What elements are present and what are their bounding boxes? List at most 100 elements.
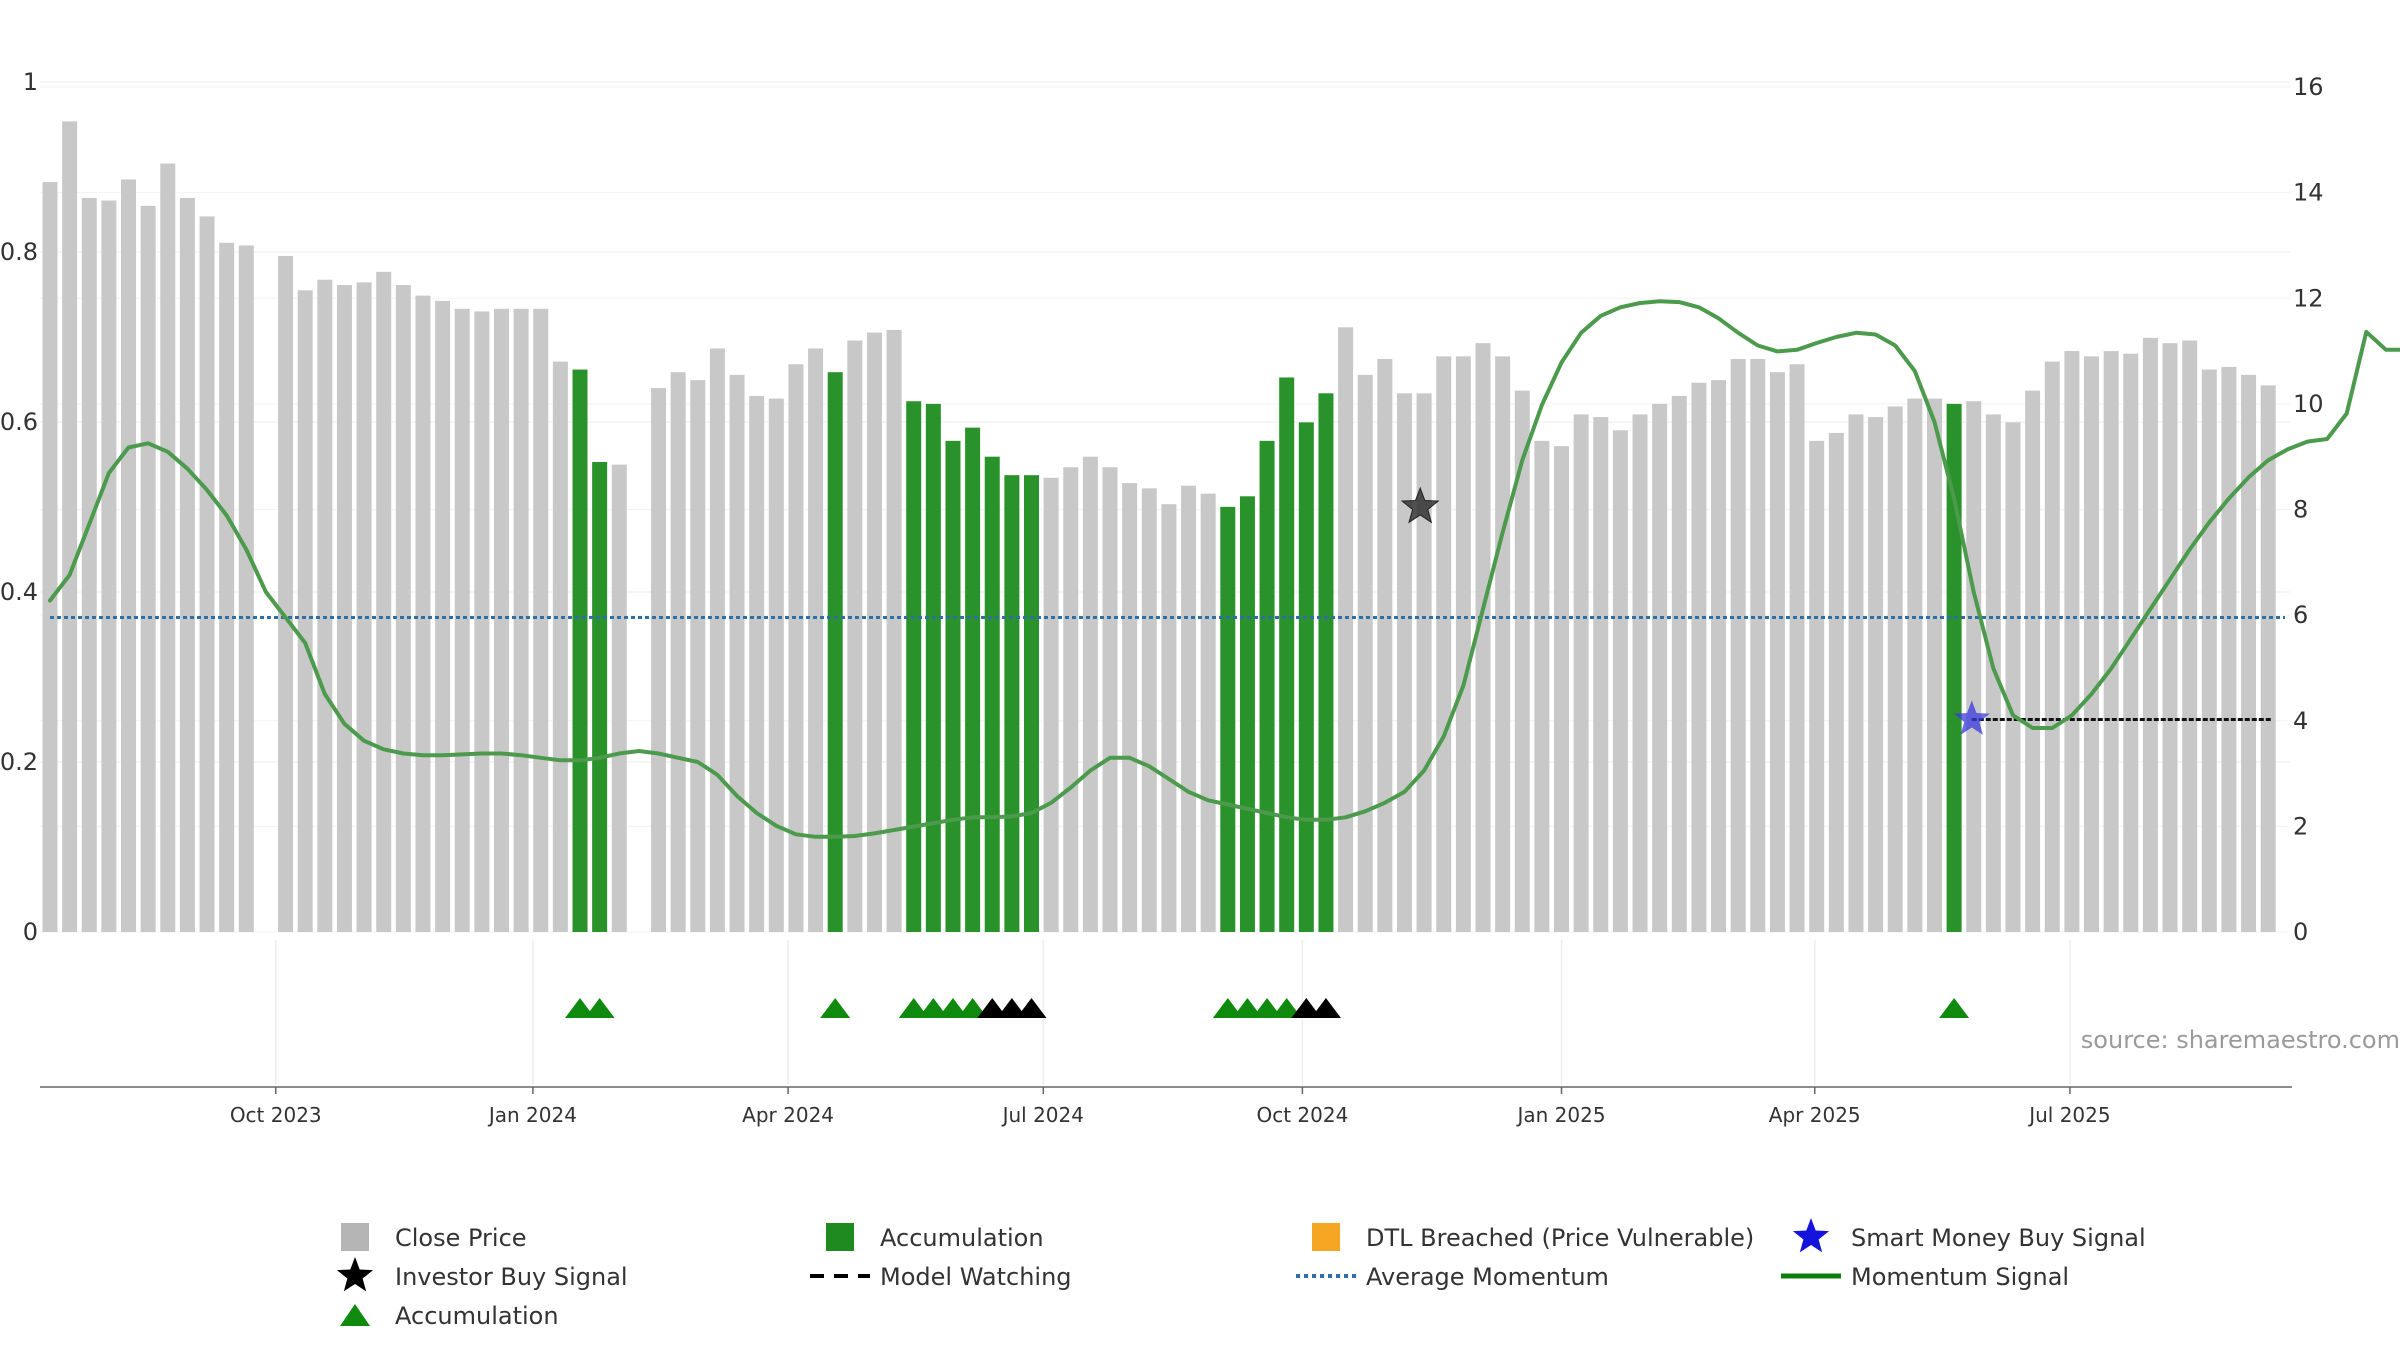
close-price-bar: [160, 163, 176, 932]
close-price-bar: [179, 197, 195, 932]
x-axis: Oct 2023 Jan 2024 Apr 2024 Jul 2024 Oct 2024…: [40, 1086, 2292, 1127]
left-axis-tick: 0: [23, 918, 38, 946]
close-price-bar: [1887, 406, 1903, 932]
close-price-bar: [1652, 403, 1668, 932]
right-axis-tick: 14: [2293, 179, 2324, 207]
close-price-bar: [1043, 477, 1059, 932]
close-price-bar: [670, 372, 686, 932]
close-price-bar: [847, 340, 863, 932]
close-price-bar: [1632, 414, 1648, 932]
close-price-bar: [1848, 414, 1864, 932]
close-price-bar: [749, 395, 765, 932]
close-price-bar: [1181, 485, 1197, 932]
close-price-bar: [1455, 356, 1471, 932]
legend-swatch-investor-star: [336, 1257, 374, 1292]
close-price-bar: [140, 205, 156, 932]
investor-buy-triangle: [977, 998, 1008, 1018]
source-label: source: sharemaestro.com: [2081, 1026, 2400, 1054]
accumulation-bar: [906, 401, 922, 932]
x-axis-tick-label: Jul 2025: [2027, 1103, 2110, 1127]
accumulation-bar: [1279, 377, 1295, 932]
close-price-bar: [2103, 351, 2119, 932]
accumulation-triangle: [1271, 998, 1302, 1018]
close-price-bar: [101, 200, 117, 932]
close-price-bar: [199, 216, 215, 932]
right-axis-tick: 0: [2293, 918, 2308, 946]
accumulation-bar: [1318, 393, 1334, 932]
accumulation-bar: [572, 369, 588, 932]
close-price-bar: [493, 308, 509, 932]
accumulation-bar: [1259, 440, 1275, 932]
investor-buy-triangle: [1291, 998, 1322, 1018]
close-price-bar: [1573, 414, 1589, 932]
close-price-bar: [1063, 467, 1079, 932]
close-price-bar: [513, 308, 529, 932]
close-price-bar: [2241, 374, 2257, 932]
close-price-bar: [2260, 385, 2276, 932]
close-price-bar: [1416, 393, 1432, 932]
close-price-bar: [651, 388, 667, 932]
accumulation-bar: [1004, 475, 1020, 932]
close-price-bar: [1161, 504, 1177, 932]
right-axis-tick: 16: [2293, 73, 2324, 101]
x-axis-tick-label: Oct 2023: [230, 1103, 322, 1127]
close-price-bar: [709, 348, 725, 932]
right-axis-tick: 12: [2293, 284, 2324, 312]
close-price-bar: [2162, 343, 2178, 932]
legend-swatch-accumulation: [826, 1223, 854, 1251]
accumulation-bar: [1298, 422, 1314, 932]
close-price-bar: [2084, 356, 2100, 932]
close-price-bar: [395, 285, 411, 932]
close-price-bar: [336, 285, 352, 932]
accumulation-bar: [1239, 496, 1255, 932]
accumulation-bar: [965, 427, 981, 932]
left-axis-tick: 0.6: [0, 408, 38, 436]
close-price-bar: [1554, 446, 1570, 932]
accumulation-bar: [1220, 506, 1236, 932]
close-price-bar: [1730, 358, 1746, 932]
accumulation-triangle: [1232, 998, 1263, 1018]
right-axis-tick: 4: [2293, 707, 2308, 735]
legend-label: Close Price: [395, 1224, 527, 1252]
close-price-bar: [1338, 327, 1354, 932]
right-axis-tick: 10: [2293, 390, 2324, 418]
close-price-bar: [611, 464, 627, 932]
close-price-bar: [1711, 380, 1727, 932]
close-price-bar: [121, 179, 137, 932]
legend-swatch-accumulation-triangle: [340, 1304, 370, 1326]
close-price-bar: [2142, 337, 2158, 932]
left-axis-ticks: 0 0.2 0.4 0.6 0.8 1: [0, 68, 38, 946]
close-price-bar: [1377, 358, 1393, 932]
close-price-bar: [886, 329, 902, 932]
accumulation-bar: [984, 456, 1000, 932]
close-price-bar: [356, 282, 372, 932]
close-price-bar: [2123, 353, 2139, 932]
close-price-bar: [1200, 493, 1216, 932]
close-price-bar: [1769, 372, 1785, 932]
accumulation-triangle: [584, 998, 615, 1018]
momentum-signal-line: [48, 299, 2400, 839]
close-price-bar: [1436, 356, 1452, 932]
close-price-bar: [1907, 398, 1923, 932]
accumulation-markers: [565, 998, 1970, 1018]
close-price-bar: [278, 256, 294, 932]
right-axis-ticks: 0 2 4 6 8 10 12 14 16: [2293, 73, 2324, 946]
close-price-bar: [2182, 340, 2198, 932]
close-price-bar: [474, 311, 490, 932]
close-price-bar: [1082, 456, 1098, 932]
close-price-bar: [2221, 366, 2237, 932]
close-price-bar: [219, 242, 235, 932]
accumulation-triangle: [565, 998, 596, 1018]
x-axis-tick-label: Oct 2024: [1256, 1103, 1348, 1127]
close-price-bar: [2005, 422, 2021, 932]
close-price-bar: [1122, 483, 1138, 932]
x-axis-tick-label: Jul 2024: [1001, 1103, 1084, 1127]
close-price-bar: [808, 348, 824, 932]
left-axis-tick: 0.8: [0, 238, 38, 266]
legend: Close Price Accumulation DTL Breached (Pri…: [336, 1218, 2146, 1330]
legend-label: DTL Breached (Price Vulnerable): [1366, 1224, 1754, 1252]
legend-label: Smart Money Buy Signal: [1851, 1224, 2146, 1252]
close-price-bar: [1966, 401, 1982, 932]
close-price-bar: [1102, 467, 1118, 932]
